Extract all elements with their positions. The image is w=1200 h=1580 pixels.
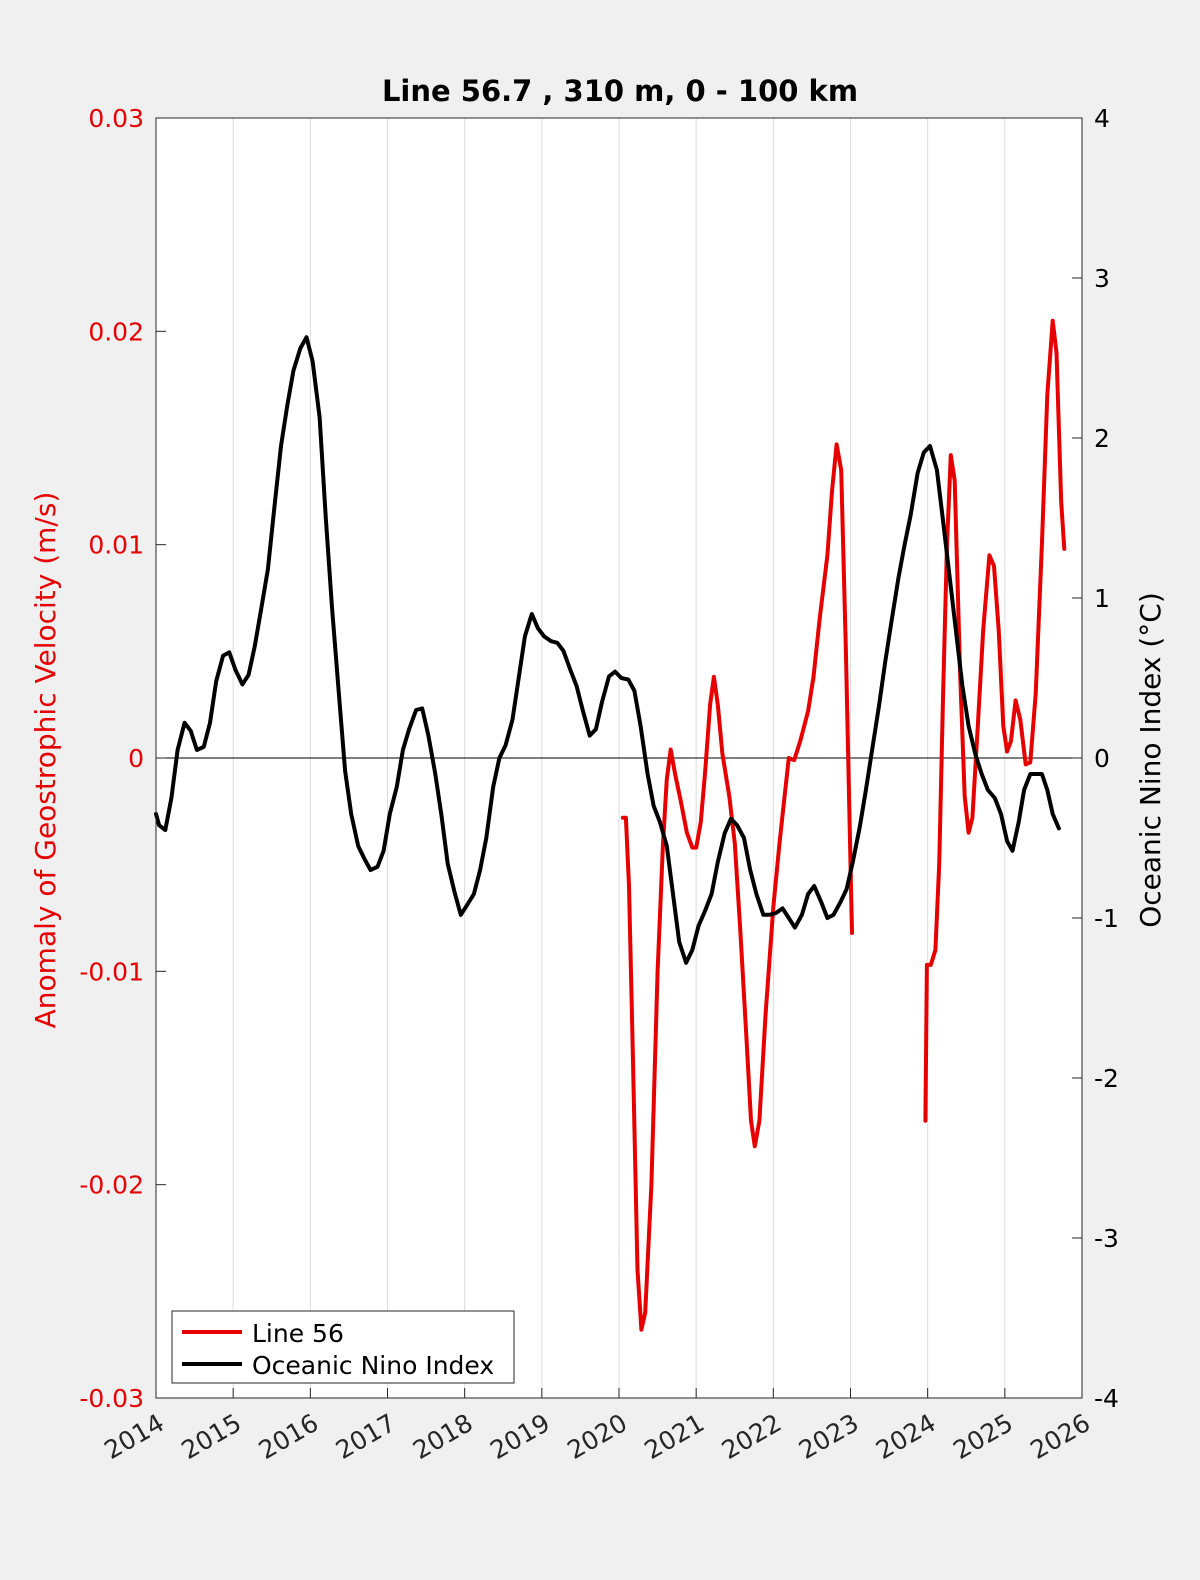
- y-right-tick-label-5: 1: [1094, 584, 1110, 613]
- y-left-tick-label-0: -0.03: [79, 1384, 144, 1413]
- series-line-line-56-segment-1: [923, 318, 1067, 1123]
- y-axis-label-left: Anomaly of Geostrophic Velocity (m/s): [29, 492, 62, 1029]
- y-right-tick-label-7: 3: [1094, 264, 1110, 293]
- legend-label-line-56: Line 56: [252, 1319, 344, 1348]
- x-tick-label-2020: 2020: [562, 1408, 632, 1465]
- y-right-tick-label-0: -4: [1094, 1384, 1119, 1413]
- y-left-tick-label-1: -0.02: [79, 1171, 144, 1200]
- y-axis-label-right: Oceanic Nino Index (°C): [1134, 592, 1167, 928]
- legend: Line 56 Oceanic Nino Index: [171, 1310, 515, 1384]
- x-tick-label-2016: 2016: [254, 1408, 324, 1465]
- x-tick-label-2015: 2015: [177, 1408, 247, 1465]
- y-right-tick-label-3: -1: [1094, 904, 1119, 933]
- x-tick-label-2026: 2026: [1025, 1408, 1095, 1465]
- series-layer: [154, 318, 1067, 1332]
- x-axis: 2014 2015 2016 2017 2018 2019 2020 2021 2022 2023…: [99, 1388, 1095, 1465]
- legend-label-oni: Oceanic Nino Index: [252, 1351, 494, 1380]
- series-line-oni-segment-0: [154, 335, 1061, 965]
- y-right-tick-label-4: 0: [1094, 744, 1110, 773]
- x-tick-label-2022: 2022: [717, 1408, 787, 1465]
- y-left-tick-label-2: -0.01: [79, 957, 144, 986]
- x-tick-label-2023: 2023: [794, 1408, 864, 1465]
- y-right-tick-label-6: 2: [1094, 424, 1110, 453]
- x-tick-label-2019: 2019: [485, 1408, 555, 1465]
- left-axis: -0.03 -0.02 -0.01 0 0.01 0.02 0.03: [79, 104, 166, 1413]
- x-tick-label-2014: 2014: [99, 1408, 169, 1465]
- right-axis: -4 -3 -2 -1 0 1 2 3 4: [1072, 104, 1119, 1413]
- y-left-tick-label-4: 0.01: [88, 531, 144, 560]
- x-tick-label-2024: 2024: [871, 1408, 941, 1465]
- legend-box: [171, 1310, 515, 1384]
- x-tick-label-2021: 2021: [640, 1408, 710, 1465]
- y-right-tick-label-1: -3: [1094, 1224, 1119, 1253]
- chart-title: Line 56.7 , 310 m, 0 - 100 km: [382, 74, 858, 108]
- y-right-tick-label-2: -2: [1094, 1064, 1119, 1093]
- y-left-tick-label-3: 0: [128, 744, 144, 773]
- y-right-tick-label-8: 4: [1094, 104, 1110, 133]
- y-left-tick-label-5: 0.02: [88, 317, 144, 346]
- x-tick-label-2018: 2018: [408, 1408, 478, 1465]
- x-tick-label-2025: 2025: [948, 1408, 1018, 1465]
- y-left-tick-label-6: 0.03: [88, 104, 144, 133]
- series-line-line-56-segment-0: [620, 442, 854, 1332]
- x-tick-label-2017: 2017: [331, 1408, 401, 1465]
